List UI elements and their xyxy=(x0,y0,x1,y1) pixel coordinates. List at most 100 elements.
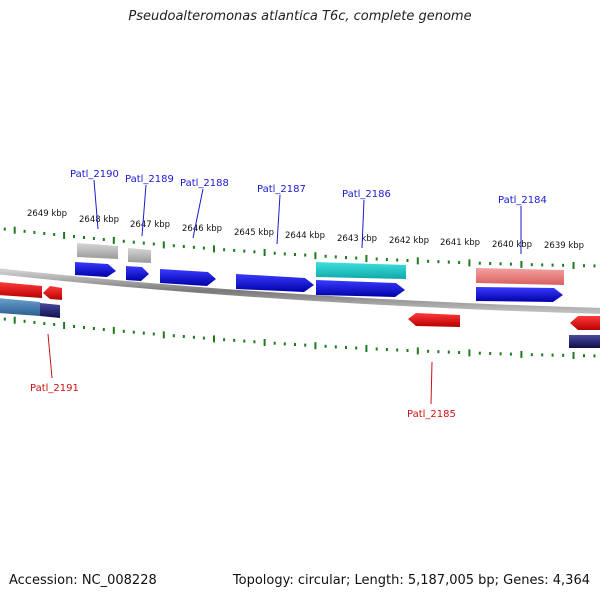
scale-tick-minor xyxy=(43,232,46,235)
scale-tick-minor xyxy=(427,349,430,353)
scale-tick-major xyxy=(112,326,115,334)
forward-leader-lines xyxy=(93,179,522,254)
scale-tick-major xyxy=(13,316,16,324)
gene-feature-navy[interactable] xyxy=(569,335,600,348)
scale-tick-minor xyxy=(499,352,502,356)
scale-tick-minor xyxy=(223,338,226,342)
scale-tick-minor xyxy=(355,346,358,350)
feature-track-outer xyxy=(77,243,564,285)
scale-tick-minor xyxy=(243,249,246,253)
reverse-leader-lines xyxy=(47,333,433,405)
scale-tick-minor xyxy=(83,236,85,239)
scale-tick-minor xyxy=(294,343,296,346)
scale-tick-major xyxy=(213,245,215,253)
scale-tick-major xyxy=(13,226,16,234)
scale-tick-minor xyxy=(33,230,36,234)
scale-tick-major xyxy=(112,236,115,244)
scale-tick-minor xyxy=(355,256,358,260)
scale-tick-minor xyxy=(43,322,46,325)
genome-summary-text: Topology: circular; Length: 5,187,005 bp… xyxy=(232,573,590,588)
scale-tick-major xyxy=(468,349,471,357)
scale-tick-minor xyxy=(375,347,378,351)
gene-arrow-patl-2184[interactable] xyxy=(476,287,563,302)
scale-label: 2647 kbp xyxy=(130,220,170,230)
gene-label-patl-2189[interactable]: Patl_2189 xyxy=(125,174,174,185)
gene-feature-steel[interactable] xyxy=(0,298,40,316)
scale-tick-major xyxy=(572,262,575,269)
scale-tick-minor xyxy=(447,350,450,354)
scale-tick-minor xyxy=(375,257,378,261)
scale-label: 2640 kbp xyxy=(492,240,532,250)
scale-tick-minor xyxy=(223,248,226,252)
scale-tick-minor xyxy=(324,344,327,348)
gene-label-patl-2187[interactable]: Patl_2187 xyxy=(257,184,306,195)
gene-arrow-patl-2185[interactable] xyxy=(408,313,460,327)
scale-tick-minor xyxy=(396,258,399,262)
scale-tick-minor xyxy=(345,256,347,259)
gene-arrow-reverse[interactable] xyxy=(0,282,42,298)
scale-tick-minor xyxy=(53,323,56,326)
feature-track-forward xyxy=(75,262,563,302)
scale-label: 2639 kbp xyxy=(544,241,584,251)
feature-track-reverse xyxy=(0,282,600,330)
gene-arrow-patl-2189[interactable] xyxy=(126,266,149,281)
scale-tick-major xyxy=(520,350,523,358)
scale-tick-major xyxy=(162,331,165,339)
scale-label: 2648 kbp xyxy=(79,215,119,225)
scale-tick-minor xyxy=(142,241,145,245)
scale-tick-minor xyxy=(541,263,544,267)
gene-arrow-patl-2190[interactable] xyxy=(75,262,116,277)
scale-tick-minor xyxy=(23,229,26,233)
gene-arrow-reverse[interactable] xyxy=(43,286,62,300)
gene-arrow-patl-2186[interactable] xyxy=(316,280,405,297)
scale-tick-minor xyxy=(182,245,185,248)
scale-tick-major xyxy=(263,339,266,346)
gene-feature-navy[interactable] xyxy=(40,303,60,318)
gene-feature-pink[interactable] xyxy=(476,268,564,285)
scale-tick-minor xyxy=(142,331,145,335)
scale-tick-minor xyxy=(304,343,307,347)
scale-tick-minor xyxy=(3,317,6,321)
scale-tick-minor xyxy=(283,252,286,256)
scale-tick-minor xyxy=(583,354,585,358)
scale-tick-minor xyxy=(551,263,554,267)
scale-tick-minor xyxy=(102,328,105,331)
gene-arrow-patl-2188[interactable] xyxy=(160,269,216,286)
scale-tick-minor xyxy=(202,336,205,340)
gene-arrow-patl-2187[interactable] xyxy=(236,274,314,292)
scale-tick-minor xyxy=(345,346,347,349)
scale-tick-minor xyxy=(3,227,6,231)
scale-tick-minor xyxy=(437,350,440,354)
scale-tick-minor xyxy=(283,342,286,346)
gene-label-patl-2184[interactable]: Patl_2184 xyxy=(498,195,547,206)
scale-tick-minor xyxy=(551,353,554,357)
scale-tick-minor xyxy=(83,326,85,329)
scale-tick-major xyxy=(468,259,471,267)
scale-tick-minor xyxy=(385,258,388,261)
scale-tick-minor xyxy=(562,263,565,267)
scale-tick-major xyxy=(213,335,215,343)
scale-tick-minor xyxy=(562,353,565,357)
scale-tick-minor xyxy=(530,263,533,267)
gene-label-patl-2185[interactable]: Patl_2185 xyxy=(407,409,456,420)
gene-label-patl-2186[interactable]: Patl_2186 xyxy=(342,189,391,200)
scale-tick-minor xyxy=(489,352,492,355)
scale-tick-minor xyxy=(53,233,56,236)
scale-tick-major xyxy=(162,241,165,249)
scale-tick-major xyxy=(63,322,66,329)
scale-tick-minor xyxy=(192,335,195,339)
gene-arrow-reverse[interactable] xyxy=(570,316,600,330)
gene-label-patl-2191[interactable]: Patl_2191 xyxy=(30,383,79,394)
gene-feature-cyan[interactable] xyxy=(316,262,406,279)
scale-tick-minor xyxy=(182,335,185,338)
gene-feature-gray[interactable] xyxy=(128,248,151,263)
gene-label-patl-2190[interactable]: Patl_2190 xyxy=(70,169,119,180)
gene-feature-gray[interactable] xyxy=(77,243,118,259)
scale-tick-minor xyxy=(152,242,155,246)
scale-label: 2646 kbp xyxy=(182,224,222,234)
scale-tick-major xyxy=(63,232,66,239)
scale-tick-major xyxy=(314,342,317,350)
gene-label-patl-2188[interactable]: Patl_2188 xyxy=(180,178,229,189)
scale-tick-minor xyxy=(33,320,36,324)
